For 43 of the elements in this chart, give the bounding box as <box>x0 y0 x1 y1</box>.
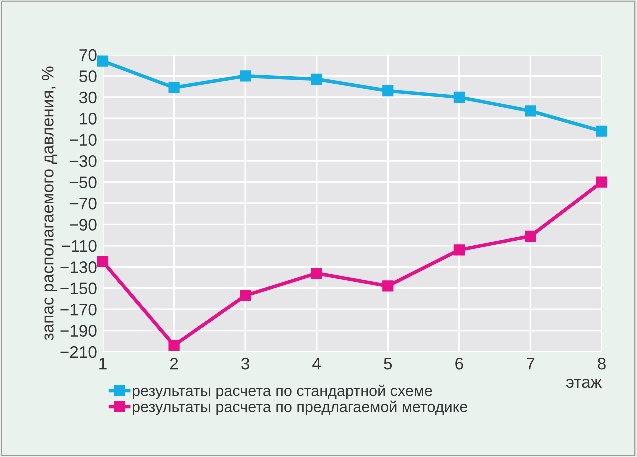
y-tick-label: 50 <box>80 70 97 82</box>
x-tick-label: 8 <box>598 358 606 370</box>
x-tick-label: 6 <box>456 358 464 370</box>
y-tick-label: 70 <box>80 49 97 62</box>
x-tick-label: 5 <box>384 358 392 370</box>
point <box>525 230 536 242</box>
y-tick-label: −190 <box>60 325 97 337</box>
y-tick-label: 30 <box>80 92 97 104</box>
x-axis-title: этаж <box>566 378 602 388</box>
point <box>311 268 322 280</box>
y-tick-label: −10 <box>70 134 97 146</box>
x-tick-label: 2 <box>170 358 178 370</box>
legend-label: результаты расчета по стандартной схеме <box>133 384 432 400</box>
y-axis-title: запас располагаемого давления, % <box>42 66 58 340</box>
x-tick-label: 4 <box>312 358 322 370</box>
point <box>596 126 608 137</box>
y-tick-label: −150 <box>60 282 97 295</box>
point <box>168 82 180 94</box>
point <box>97 56 109 67</box>
point <box>525 106 536 117</box>
legend-label: результаты расчета по предлагаемой методике <box>133 400 468 416</box>
x-tick-label: 3 <box>242 358 250 370</box>
point <box>596 176 608 188</box>
point <box>240 70 252 82</box>
y-tick-label: 10 <box>80 113 97 125</box>
point <box>168 340 180 352</box>
x-tick-label: 1 <box>100 358 107 370</box>
point <box>97 256 109 268</box>
y-tick-label: −70 <box>70 198 97 210</box>
y-tick-label: −90 <box>70 219 97 231</box>
point <box>240 290 252 302</box>
y-tick-label: −110 <box>62 240 97 252</box>
y-tick-label: −130 <box>60 262 97 274</box>
point <box>454 244 465 256</box>
y-tick-label: −210 <box>60 346 97 358</box>
point <box>454 92 465 103</box>
point <box>382 280 394 292</box>
point <box>311 74 322 85</box>
y-tick-label: −30 <box>70 155 97 168</box>
y-tick-label: −170 <box>60 304 97 316</box>
y-tick-label: −50 <box>70 176 97 188</box>
x-tick-label: 7 <box>526 358 535 370</box>
point <box>382 86 394 97</box>
